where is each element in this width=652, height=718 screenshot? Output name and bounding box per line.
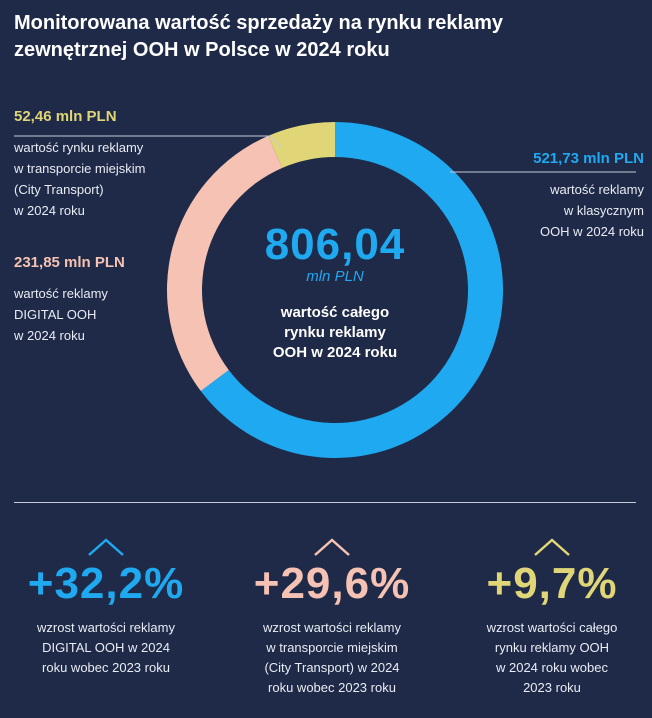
annotation-city-transport: 52,46 mln PLN wartość rynku reklamy w tr… [14, 108, 214, 221]
total-label: wartość całego rynku reklamy OOH w 2024 … [272, 304, 398, 361]
donut-slice-city-transport [268, 122, 335, 168]
leader-line-city-transport [14, 135, 283, 149]
annotation-classic-description: wartość reklamy w klasycznym OOH w 2024 … [539, 182, 644, 239]
annotation-city-transport-value: 52,46 mln PLN [14, 108, 117, 125]
chevron-up-icon [314, 538, 350, 556]
chevron-up-icon [88, 538, 124, 556]
donut-slice-digital [166, 135, 283, 392]
donut-slices [166, 122, 504, 458]
stat-digital-value: +32,2% [27, 559, 185, 608]
chevron-up-icon [534, 538, 570, 556]
stat-digital-growth: +32,2% wzrost wartości reklamy DIGITAL O… [0, 536, 212, 678]
stat-city-transport-growth: +29,6% wzrost wartości reklamy w transpo… [226, 536, 438, 698]
total-unit: mln PLN [306, 268, 364, 285]
stat-digital-description: wzrost wartości reklamy DIGITAL OOH w 20… [37, 620, 175, 675]
donut-center: 806,04 mln PLN wartość całego rynku rekl… [245, 220, 425, 363]
total-value: 806,04 [264, 220, 406, 269]
annotation-digital: 231,85 mln PLN wartość reklamy DIGITAL O… [14, 254, 214, 346]
stat-city-transport-value: +29,6% [253, 559, 411, 608]
annotation-classic: 521,73 mln PLN wartość reklamy w klasycz… [472, 150, 644, 242]
stat-total-growth: +9,7% wzrost wartości całego rynku rekla… [446, 536, 652, 698]
annotation-city-transport-description: wartość rynku reklamy w transporcie miej… [14, 140, 146, 218]
annotation-classic-value: 521,73 mln PLN [533, 150, 644, 167]
stat-city-transport-description: wzrost wartości reklamy w transporcie mi… [263, 620, 401, 695]
leader-lines [14, 135, 636, 173]
stat-total-value: +9,7% [486, 559, 618, 608]
chart-title: Monitorowana wartość sprzedaży na rynku … [14, 12, 504, 61]
section-divider [14, 502, 636, 503]
annotation-digital-value: 231,85 mln PLN [14, 254, 125, 271]
annotation-digital-description: wartość reklamy DIGITAL OOH w 2024 roku [14, 286, 108, 343]
donut-chart [14, 122, 636, 458]
stat-total-description: wzrost wartości całego rynku reklamy OOH… [486, 620, 618, 695]
